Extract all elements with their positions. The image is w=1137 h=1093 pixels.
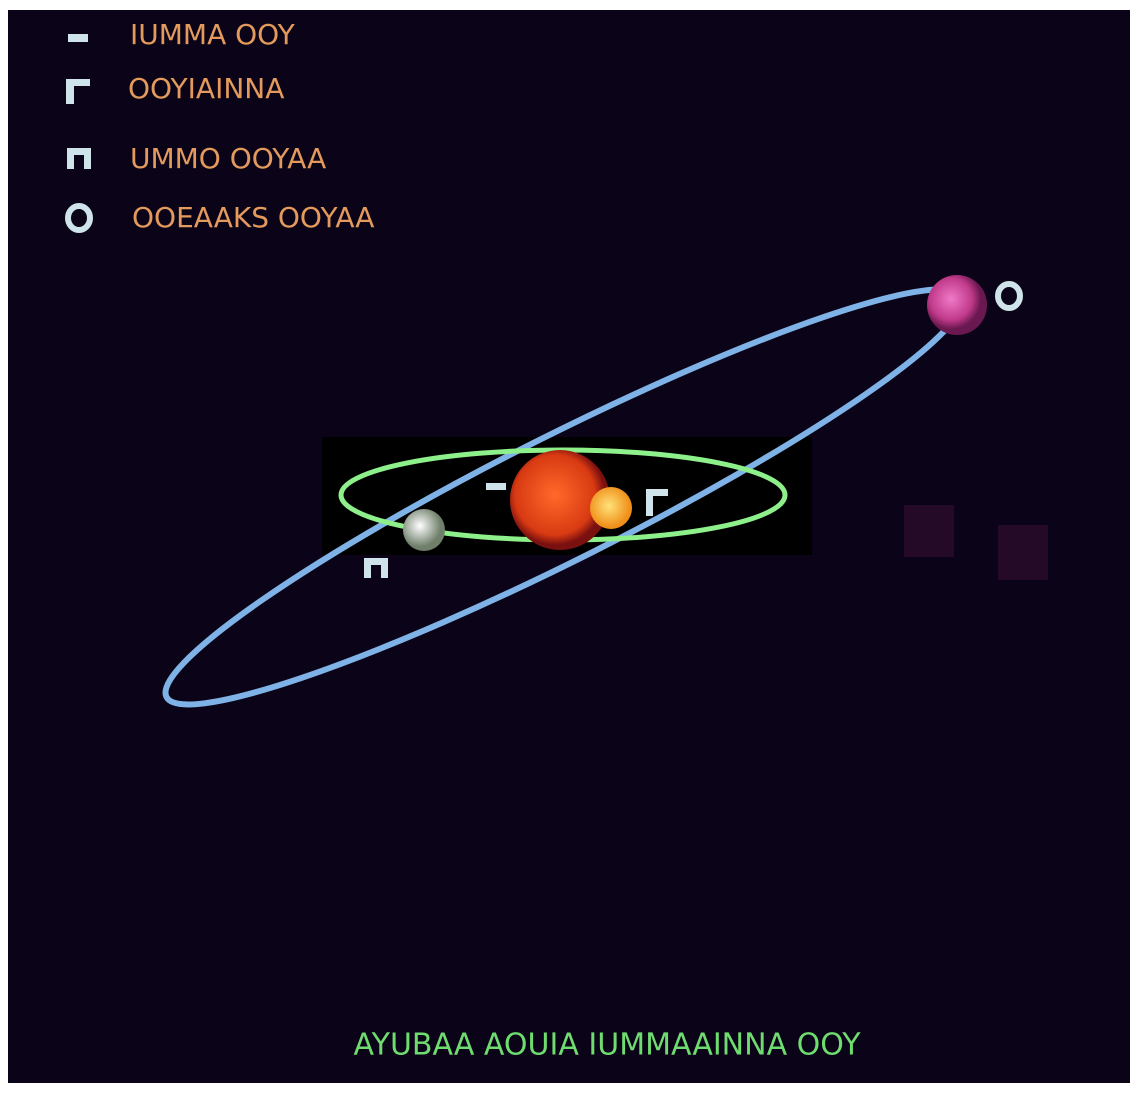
symbol-dash — [486, 483, 506, 490]
legend-symbol-dash — [68, 34, 88, 42]
legend-label: OOEAAKS OOYAA — [132, 201, 374, 234]
faint-square — [904, 505, 954, 557]
legend-label: IUMMA OOY — [130, 18, 296, 51]
legend-label: UMMO OOYAA — [130, 142, 326, 175]
diagram: IUMMA OOY OOYIAINNA UMMO OOYAA OOEAAKS O… — [0, 0, 1137, 1093]
yellow-star — [590, 487, 632, 529]
faint-square — [998, 525, 1048, 580]
planet-ooeaaks — [927, 275, 987, 335]
planet-ummo — [403, 509, 445, 551]
caption: AYUBAA AOUIA IUMMAAINNA OOY — [353, 1028, 861, 1063]
legend-label: OOYIAINNA — [128, 72, 284, 105]
